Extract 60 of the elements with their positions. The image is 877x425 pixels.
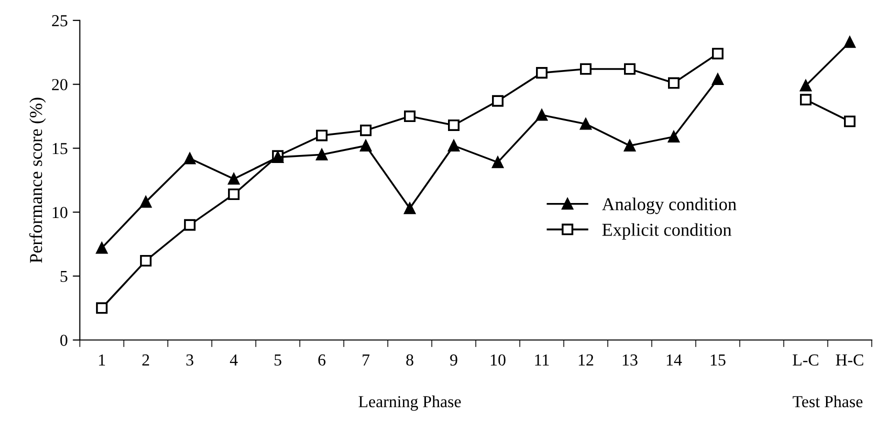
point — [668, 130, 680, 142]
point — [316, 130, 328, 142]
point — [580, 118, 592, 130]
point — [404, 202, 416, 214]
x-tick-label: 7 — [362, 354, 370, 366]
point — [668, 77, 680, 89]
y-tick-label: 20 — [52, 79, 68, 90]
point — [228, 173, 240, 185]
point — [96, 242, 108, 254]
point — [580, 63, 592, 75]
text: Test Phase — [792, 396, 862, 408]
point — [448, 140, 460, 152]
x-tick-label: 6 — [318, 354, 326, 366]
point — [800, 80, 812, 92]
point — [712, 73, 724, 85]
point — [404, 110, 416, 122]
legend-label: Analogy condition — [602, 198, 736, 214]
point — [184, 219, 196, 231]
y-tick-label: 10 — [52, 206, 68, 218]
x-tick-label: 10 — [490, 354, 506, 366]
x-tick-label: 3 — [186, 354, 194, 366]
point — [800, 94, 812, 106]
text: Learning Phase — [358, 396, 461, 411]
point — [536, 109, 548, 121]
x-tick-label: 8 — [406, 354, 414, 366]
point — [492, 156, 504, 168]
point — [448, 119, 460, 131]
point — [140, 254, 152, 267]
point — [712, 48, 724, 60]
y-tick-label: 0 — [60, 334, 68, 346]
point — [96, 302, 108, 314]
x-tick-label: 14 — [666, 354, 682, 366]
x-tick-label: 12 — [578, 354, 594, 366]
y-tick-label: 5 — [60, 270, 68, 282]
legend-label: Explicit condition — [602, 223, 732, 240]
point — [360, 124, 372, 136]
point — [624, 63, 636, 75]
point — [184, 152, 196, 164]
point — [536, 67, 548, 79]
point — [228, 188, 240, 200]
x-tick-label: 15 — [710, 354, 726, 366]
x-tick-label: 1 — [99, 354, 105, 366]
x-tick-label: 9 — [450, 354, 458, 366]
y-axis-title: Performance score (%) — [29, 98, 46, 263]
point — [844, 116, 856, 128]
point — [316, 148, 328, 160]
point — [844, 36, 856, 48]
x-tick-label: L-C — [792, 354, 818, 366]
point — [492, 95, 504, 107]
point — [140, 196, 152, 208]
x-tick-label: 11 — [535, 354, 549, 366]
x-tick-label: 5 — [274, 354, 282, 366]
point — [360, 140, 372, 152]
point — [624, 140, 636, 152]
x-tick-label: H-C — [836, 354, 864, 366]
x-tick-label: 13 — [622, 354, 638, 366]
x-tick-label: 4 — [230, 354, 238, 366]
y-tick-label: 15 — [52, 143, 68, 154]
x-tick-label: 2 — [142, 354, 150, 366]
y-tick-label: 25 — [52, 15, 68, 26]
